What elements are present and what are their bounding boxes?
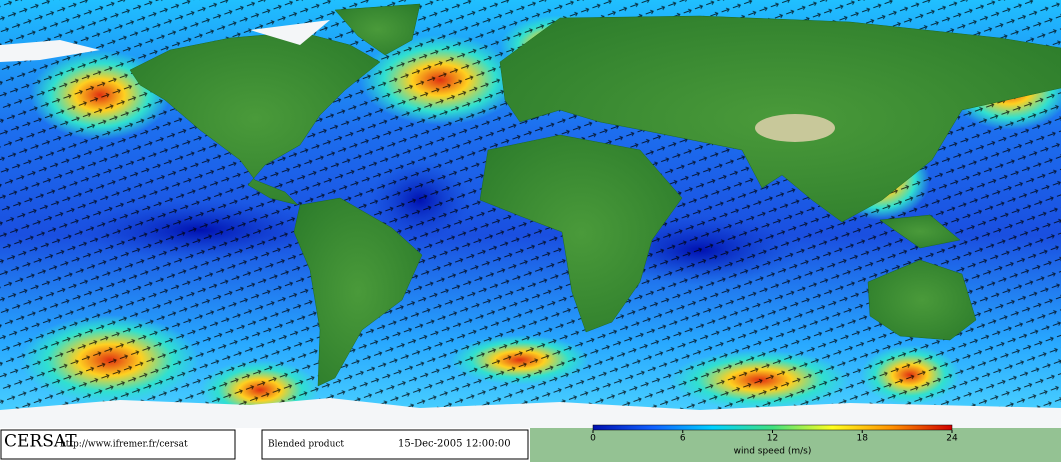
colorbar-tick-label: 0 xyxy=(590,434,596,444)
colorbar-tick-label: 18 xyxy=(857,434,869,444)
url: http://www.ifremer.fr/cersat xyxy=(60,440,188,450)
colorbar-tick-label: 12 xyxy=(767,434,778,444)
product: Blended product xyxy=(268,440,344,450)
colorbar-scale xyxy=(592,424,953,431)
colorbar-tick-label: 24 xyxy=(946,434,958,444)
legend-background xyxy=(530,428,1061,462)
logo: CERSAT xyxy=(4,432,77,452)
continents xyxy=(129,3,1061,387)
colorbar-tick-label: 6 xyxy=(680,434,686,444)
logo-box xyxy=(0,429,236,460)
ice xyxy=(0,20,330,62)
product-box xyxy=(261,429,529,460)
date: 15-Dec-2005 12:00:00 xyxy=(398,439,511,450)
antarctica xyxy=(0,398,1061,428)
colorbar-label: wind speed (m/s) xyxy=(734,447,812,457)
colorbar: 0 6 12 18 24 wind speed (m/s) xyxy=(590,424,958,457)
